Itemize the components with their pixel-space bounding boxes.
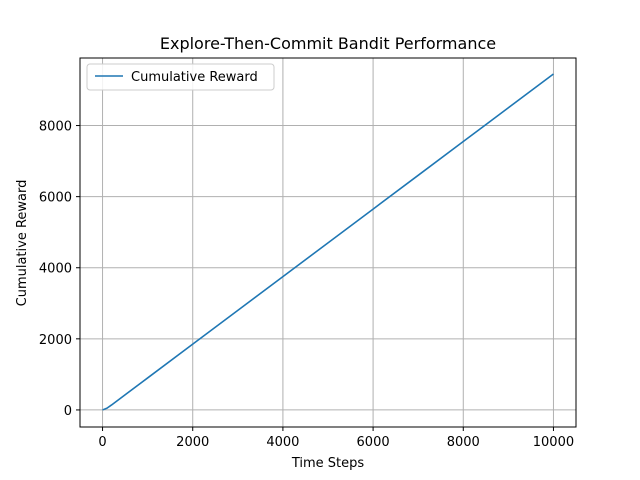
legend-box: [86, 63, 275, 91]
y-tick-label: 6000: [39, 191, 72, 206]
y-tick-label: 4000: [39, 262, 72, 277]
x-axis-label: Time Steps: [291, 456, 365, 471]
y-tick-label: 0: [64, 404, 72, 419]
chart-title: Explore-Then-Commit Bandit Performance: [160, 34, 496, 53]
x-tick-label: 4000: [266, 435, 299, 450]
legend: Cumulative Reward: [86, 63, 275, 91]
x-tick-label: 0: [98, 435, 106, 450]
series-line-cumulative-reward: [102, 73, 554, 411]
grid: [80, 58, 576, 427]
y-axis: 0 2000 4000 6000 8000: [39, 120, 80, 419]
x-tick-label: 6000: [357, 435, 390, 450]
legend-label-cumulative-reward: Cumulative Reward: [131, 70, 258, 85]
plot-frame: [79, 57, 577, 428]
y-tick-label: 2000: [39, 333, 72, 348]
x-axis: 0 2000 4000 6000 8000 10000: [98, 427, 574, 450]
y-axis-label: Cumulative Reward: [15, 180, 30, 307]
y-tick-label: 8000: [39, 120, 72, 135]
x-tick-label: 2000: [176, 435, 209, 450]
series-layer: [102, 73, 554, 411]
x-tick-label: 10000: [533, 435, 574, 450]
x-tick-label: 8000: [447, 435, 480, 450]
